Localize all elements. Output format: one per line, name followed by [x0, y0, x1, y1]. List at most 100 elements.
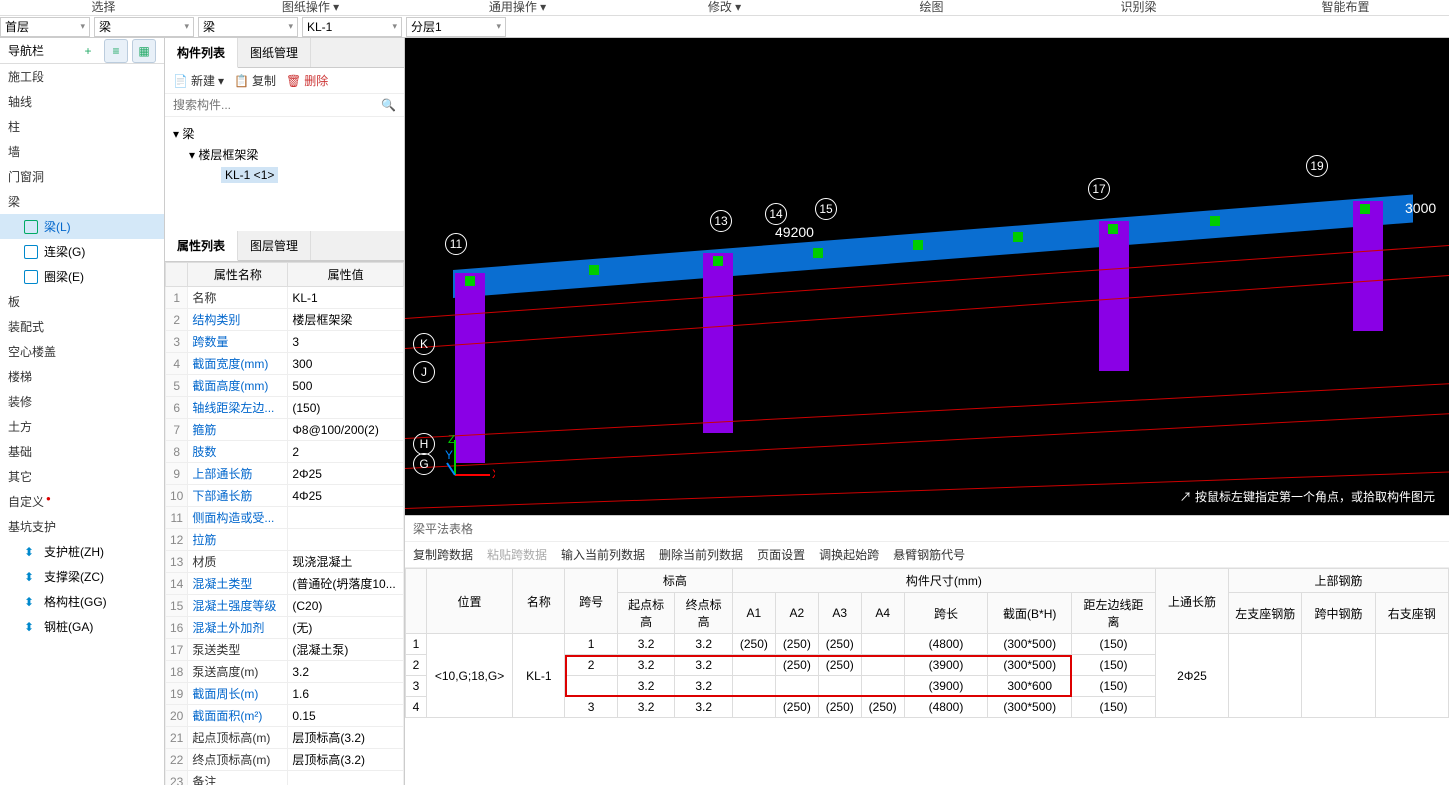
new-button[interactable]: 📄 新建 ▾	[173, 72, 224, 89]
property-row[interactable]: 14混凝土类型(普通砼(坍落度10...	[166, 573, 404, 595]
mid-panel: 构件列表 图纸管理 📄 新建 ▾ 📋 复制 🗑 删除 🔍 ▾ 梁 ▾ 楼层框架梁…	[165, 38, 405, 785]
grid-number: 17	[1088, 178, 1110, 200]
property-row[interactable]: 8肢数2	[166, 441, 404, 463]
property-row[interactable]: 20截面面积(m²)0.15	[166, 705, 404, 727]
axis-letter: G	[413, 453, 435, 475]
property-row[interactable]: 17泵送类型(混凝土泵)	[166, 639, 404, 661]
list-view-icon[interactable]: ≡	[104, 39, 128, 63]
tab-layers[interactable]: 图层管理	[238, 231, 311, 260]
nav-section[interactable]: 其它	[0, 464, 164, 489]
nav-section[interactable]: 施工段	[0, 64, 164, 89]
column-element[interactable]	[1353, 201, 1383, 331]
prop-header-value: 属性值	[288, 263, 404, 287]
dropdown[interactable]: 分层1	[406, 17, 506, 37]
lattice-icon: ⬍	[24, 595, 38, 609]
dropdown[interactable]: 首层	[0, 17, 90, 37]
nav-section[interactable]: 轴线	[0, 89, 164, 114]
axis-letter: J	[413, 361, 435, 383]
nav-section[interactable]: 基础	[0, 439, 164, 464]
data-row[interactable]: 1<10,G;18,G>KL-113.23.2(250)(250)(250)(4…	[406, 634, 1449, 655]
property-row[interactable]: 11侧面构造或受...	[166, 507, 404, 529]
table-toolbar-btn[interactable]: 复制跨数据	[413, 546, 473, 563]
nav-custom[interactable]: 自定义	[0, 489, 164, 514]
component-tabs: 构件列表 图纸管理	[165, 38, 404, 68]
tab-component-list[interactable]: 构件列表	[165, 38, 238, 68]
top-menu: 选择图纸操作 ▾通用操作 ▾修改 ▾绘图识别梁智能布置	[0, 0, 1449, 16]
table-toolbar-btn[interactable]: 删除当前列数据	[659, 546, 743, 563]
property-row[interactable]: 19截面周长(m)1.6	[166, 683, 404, 705]
nav-section[interactable]: 板	[0, 289, 164, 314]
beam-element[interactable]	[453, 194, 1413, 298]
property-row[interactable]: 3跨数量3	[166, 331, 404, 353]
column-element[interactable]	[1099, 221, 1129, 371]
nav-section[interactable]: 土方	[0, 414, 164, 439]
table-toolbar-btn[interactable]: 调换起始跨	[819, 546, 879, 563]
property-row[interactable]: 7箍筋Φ8@100/200(2)	[166, 419, 404, 441]
grid-line	[405, 383, 1449, 439]
nav-sub-item[interactable]: ⬍支撑梁(ZC)	[0, 564, 164, 589]
menu-item[interactable]: 选择	[0, 0, 207, 15]
tree-item-kl1[interactable]: KL-1 <1>	[173, 165, 396, 185]
nav-section[interactable]: 梁	[0, 189, 164, 214]
menu-item[interactable]: 绘图	[828, 0, 1035, 15]
menu-item[interactable]: 修改 ▾	[621, 0, 828, 15]
menu-item[interactable]: 智能布置	[1242, 0, 1449, 15]
menu-item[interactable]: 图纸操作 ▾	[207, 0, 414, 15]
tab-drawing-mgmt[interactable]: 图纸管理	[238, 38, 311, 67]
grid-number: 19	[1306, 155, 1328, 177]
menu-item[interactable]: 通用操作 ▾	[414, 0, 621, 15]
table-toolbar-btn[interactable]: 悬臂钢筋代号	[893, 546, 965, 563]
dropdown[interactable]: KL-1	[302, 17, 402, 37]
property-row[interactable]: 21起点顶标高(m)层顶标高(3.2)	[166, 727, 404, 749]
search-input[interactable]	[173, 98, 381, 112]
property-row[interactable]: 2结构类别楼层框架梁	[166, 309, 404, 331]
table-toolbar-btn[interactable]: 输入当前列数据	[561, 546, 645, 563]
nav-section[interactable]: 装修	[0, 389, 164, 414]
property-row[interactable]: 16混凝土外加剂(无)	[166, 617, 404, 639]
dropdown[interactable]: 梁	[94, 17, 194, 37]
copy-button[interactable]: 📋 复制	[234, 72, 276, 89]
property-row[interactable]: 5截面高度(mm)500	[166, 375, 404, 397]
dropdown[interactable]: 梁	[198, 17, 298, 37]
property-row[interactable]: 9上部通长筋2Φ25	[166, 463, 404, 485]
delete-button[interactable]: 🗑 删除	[286, 72, 328, 89]
property-row[interactable]: 6轴线距梁左边...(150)	[166, 397, 404, 419]
nav-section[interactable]: 墙	[0, 139, 164, 164]
tree-category[interactable]: ▾ 楼层框架梁	[173, 144, 396, 165]
property-row[interactable]: 12拉筋	[166, 529, 404, 551]
property-row[interactable]: 15混凝土强度等级(C20)	[166, 595, 404, 617]
nav-sub-item[interactable]: 梁(L)	[0, 214, 164, 239]
property-row[interactable]: 18泵送高度(m)3.2	[166, 661, 404, 683]
nav-sub-item[interactable]: ⬍钢桩(GA)	[0, 614, 164, 639]
grid-number: 14	[765, 203, 787, 225]
nav-section[interactable]: 柱	[0, 114, 164, 139]
property-row[interactable]: 1名称KL-1	[166, 287, 404, 309]
tab-properties[interactable]: 属性列表	[165, 231, 238, 261]
property-row[interactable]: 22终点顶标高(m)层顶标高(3.2)	[166, 749, 404, 771]
table-toolbar-btn[interactable]: 页面设置	[757, 546, 805, 563]
nav-sub-item[interactable]: ⬍支护桩(ZH)	[0, 539, 164, 564]
property-row[interactable]: 10下部通长筋4Φ25	[166, 485, 404, 507]
menu-item[interactable]: 识别梁	[1035, 0, 1242, 15]
property-row[interactable]: 23备注	[166, 771, 404, 785]
nav-section[interactable]: 装配式	[0, 314, 164, 339]
column-element[interactable]	[703, 253, 733, 433]
nav-section[interactable]: 空心楼盖	[0, 339, 164, 364]
3d-viewport[interactable]: X Z Y ↗ 按鼠标左键指定第一个角点，或拾取构件图元 11131415171…	[405, 38, 1449, 515]
search-icon[interactable]: 🔍	[381, 98, 396, 112]
property-row[interactable]: 4截面宽度(mm)300	[166, 353, 404, 375]
collapse-icon[interactable]: +	[76, 39, 100, 63]
nav-sub-item[interactable]: 连梁(G)	[0, 239, 164, 264]
grid-line	[405, 413, 1449, 469]
property-row[interactable]: 13材质现浇混凝土	[166, 551, 404, 573]
bottom-panel: 梁平法表格 复制跨数据粘贴跨数据输入当前列数据删除当前列数据页面设置调换起始跨悬…	[405, 515, 1449, 785]
node-marker	[1013, 232, 1023, 242]
nav-section[interactable]: 门窗洞	[0, 164, 164, 189]
nav-sub-item[interactable]: 圈梁(E)	[0, 264, 164, 289]
tree-root[interactable]: ▾ 梁	[173, 123, 396, 144]
nav-section[interactable]: 楼梯	[0, 364, 164, 389]
nav-pit[interactable]: 基坑支护	[0, 514, 164, 539]
svg-text:Z: Z	[448, 435, 455, 446]
nav-sub-item[interactable]: ⬍格构柱(GG)	[0, 589, 164, 614]
grid-view-icon[interactable]: ▦	[132, 39, 156, 63]
